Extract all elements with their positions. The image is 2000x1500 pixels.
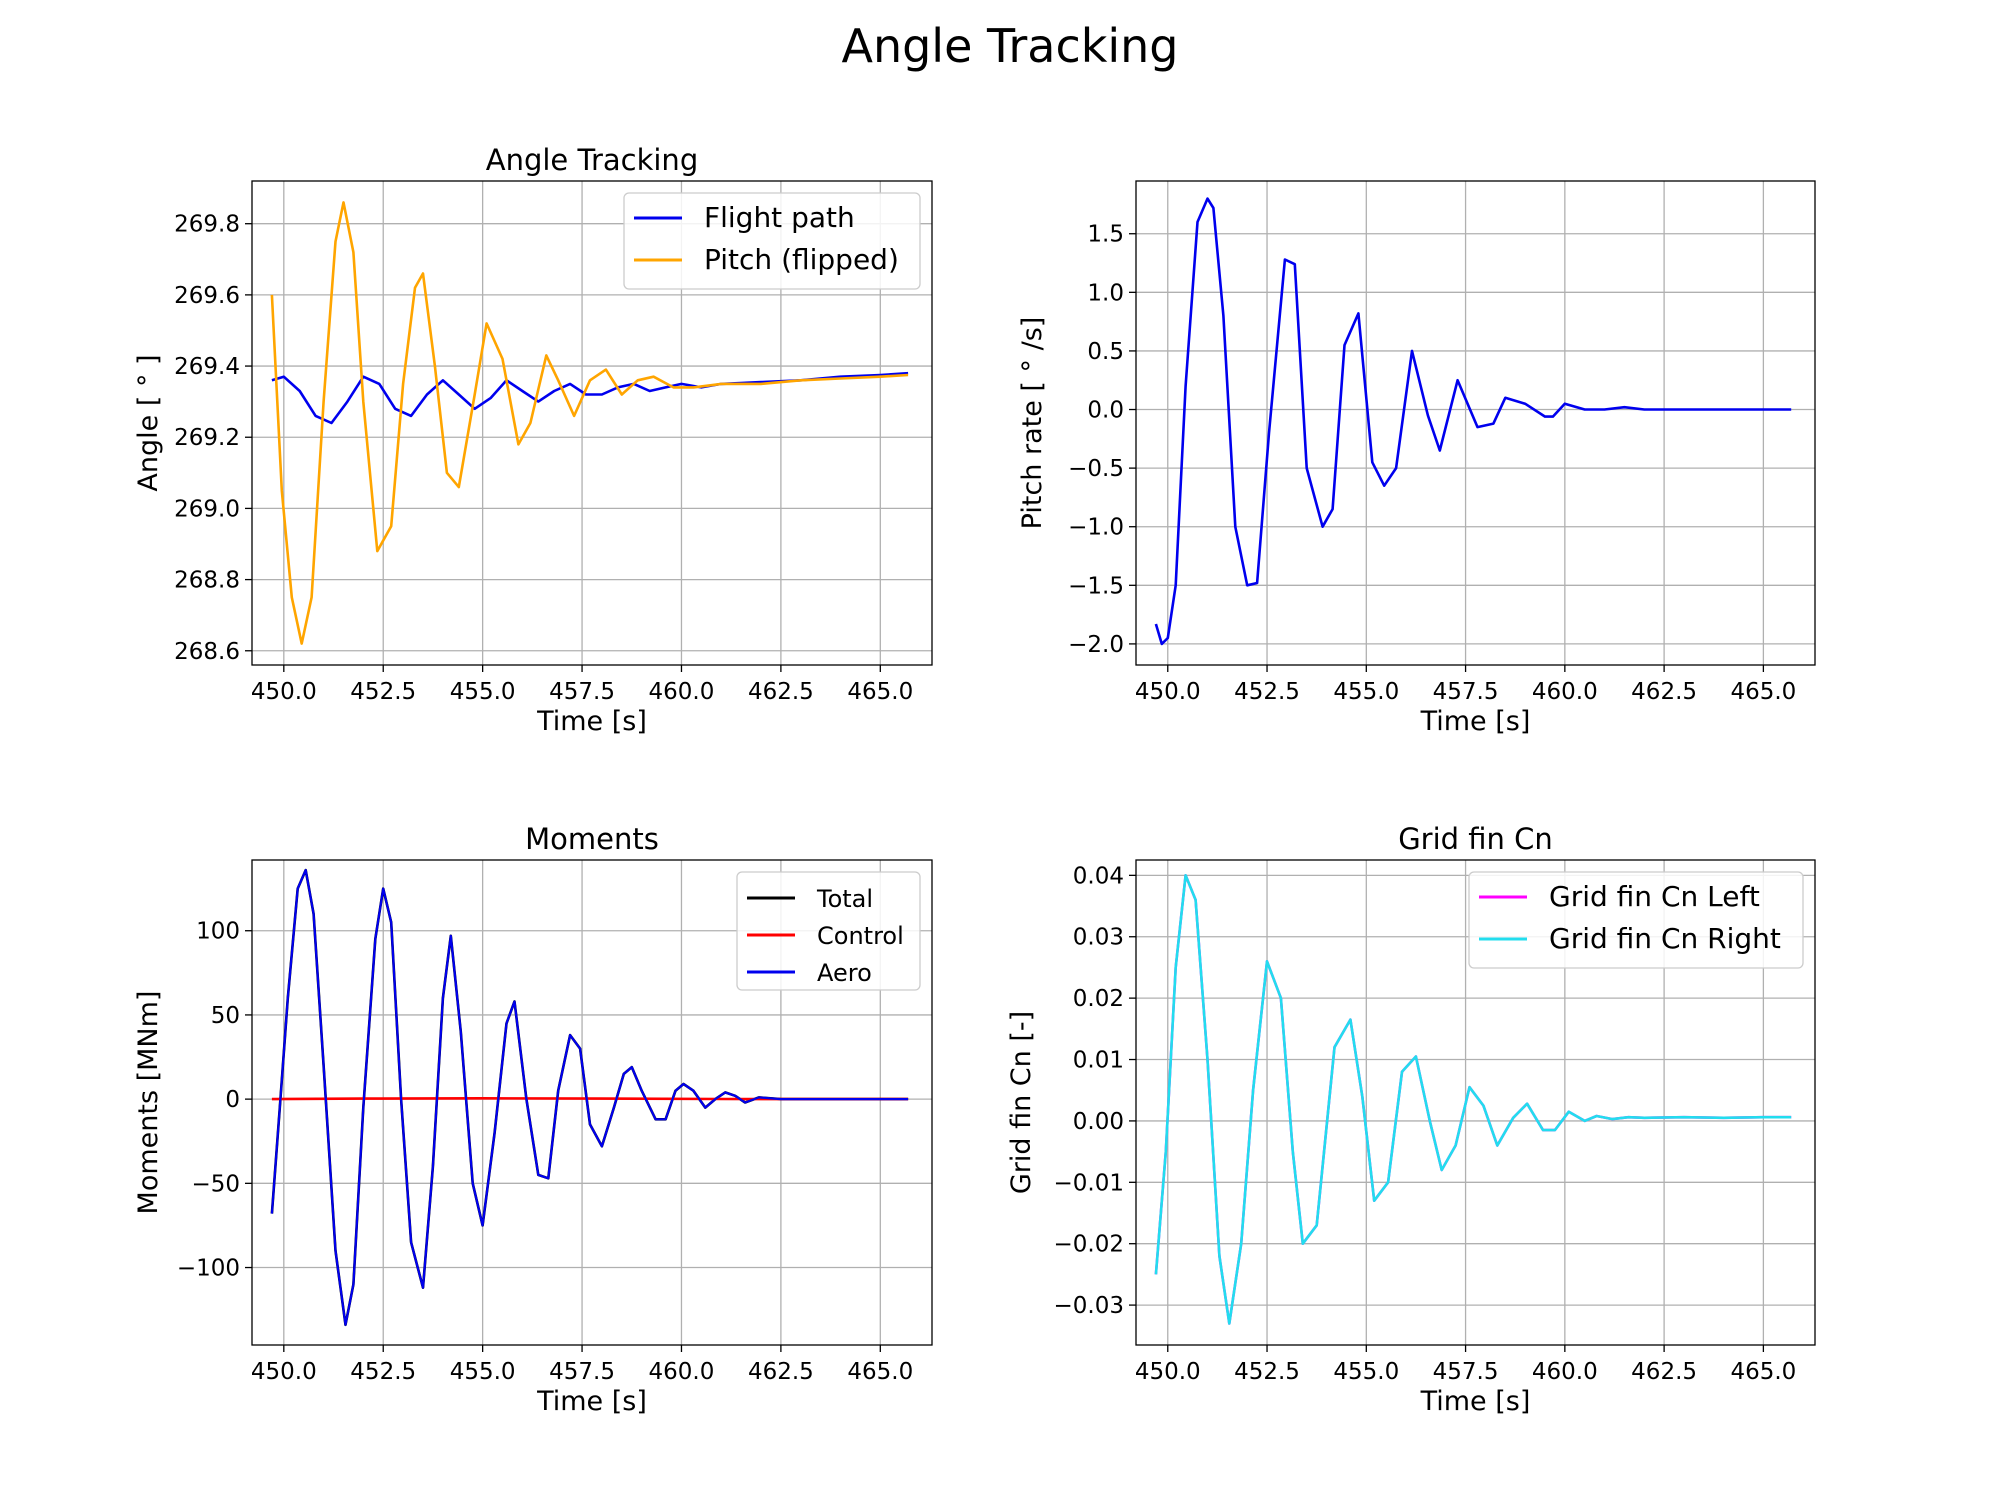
y-axis-label: Pitch rate [ ° /s] [1017,317,1048,530]
y-tick-label: 100 [196,919,240,945]
subplot-title: Grid fin Cn [1398,822,1553,856]
x-axis-label: Time [s] [536,706,647,737]
y-tick-label: −2.0 [1068,632,1124,658]
axes-frame [1135,180,1816,666]
legend-label: Pitch (flipped) [704,243,899,276]
x-tick-label: 462.5 [1631,1359,1697,1385]
y-tick-label: 0.01 [1073,1048,1124,1074]
y-tick-label: 0.03 [1073,925,1124,951]
x-tick-label: 452.5 [1234,1359,1300,1385]
axes-frame [1135,859,1816,1346]
x-tick-label: 457.5 [1433,679,1499,705]
x-tick-label: 462.5 [748,679,814,705]
y-tick-label: −100 [177,1256,240,1282]
x-tick-label: 460.0 [649,679,715,705]
series-line-pitch-rate [1154,197,1792,646]
legend-label: Grid fin Cn Right [1549,922,1781,955]
legend-label: Total [816,885,873,913]
x-tick-label: 455.0 [1333,1359,1399,1385]
x-tick-label: 460.0 [1532,679,1598,705]
y-tick-label: 0.02 [1073,986,1124,1012]
x-tick-label: 465.0 [1730,1359,1796,1385]
x-tick-label: 457.5 [549,1359,615,1385]
subplot-2: 450.0 452.5 455.0 457.5 460.0 462.5 465.0 −2.0 −… [1017,180,1816,737]
y-tick-label: 268.6 [174,639,240,665]
y-tick-label: 50 [211,1003,240,1029]
y-tick-label: 269.8 [174,212,240,238]
y-tick-label: 269.0 [174,496,240,522]
series-line-aero [270,868,909,1326]
x-axis-label: Time [s] [1420,706,1531,737]
y-tick-label: 0.00 [1073,1109,1124,1135]
legend-label: Grid fin Cn Left [1549,880,1760,913]
x-tick-label: 462.5 [1631,679,1697,705]
y-tick-label: −0.5 [1068,456,1124,482]
x-axis-label: Time [s] [1420,1386,1531,1417]
y-tick-label: 0 [225,1087,240,1113]
x-tick-label: 450.0 [1135,1359,1201,1385]
x-tick-label: 450.0 [251,679,317,705]
x-tick-label: 457.5 [1433,1359,1499,1385]
y-tick-label: 269.6 [174,283,240,309]
y-tick-label: −0.02 [1054,1232,1124,1258]
subplot-title: Moments [525,822,659,856]
x-tick-label: 450.0 [251,1359,317,1385]
subplot-3: 450.0 452.5 455.0 457.5 460.0 462.5 465.0 −100 −… [133,822,933,1417]
subplot-title: Angle Tracking [486,143,698,177]
legend-label: Control [817,922,904,950]
y-tick-label: −1.5 [1068,573,1124,599]
x-tick-label: 465.0 [847,679,913,705]
series-line-pitch-flipped- [270,201,909,645]
axes-frame [251,859,933,1346]
y-axis-label: Moments [MNm] [133,991,164,1215]
subplot-1: 450.0 452.5 455.0 457.5 460.0 462.5 465.0 268.6… [133,143,933,737]
y-axis-label: Grid fin Cn [-] [1006,1011,1037,1194]
series-line-grid-fin-cn-right [1154,873,1792,1325]
legend-label: Flight path [704,201,855,234]
y-tick-label: 0.5 [1087,339,1124,365]
y-tick-label: 268.8 [174,568,240,594]
y-tick-label: 1.0 [1087,280,1124,306]
y-tick-label: 1.5 [1087,222,1124,248]
y-axis-label: Angle [ ° ] [133,354,164,491]
x-tick-label: 455.0 [450,679,516,705]
x-tick-label: 452.5 [350,679,416,705]
legend-label: Aero [817,959,872,987]
y-tick-label: 0.0 [1087,398,1124,424]
y-tick-label: 269.4 [174,354,240,380]
x-tick-label: 455.0 [1333,679,1399,705]
x-tick-label: 455.0 [450,1359,516,1385]
x-tick-label: 465.0 [1730,679,1796,705]
y-tick-label: 0.04 [1073,863,1124,889]
figure-title: Angle Tracking [841,19,1178,73]
x-tick-label: 452.5 [1234,679,1300,705]
legend: Flight path Pitch (flipped) [623,192,921,290]
y-tick-label: −50 [191,1171,240,1197]
x-tick-label: 462.5 [748,1359,814,1385]
x-axis-label: Time [s] [536,1386,647,1417]
y-tick-label: −0.01 [1054,1170,1124,1196]
y-tick-label: −0.03 [1054,1293,1124,1319]
x-tick-label: 457.5 [549,679,615,705]
y-tick-label: −1.0 [1068,515,1124,541]
legend: Total Control Aero [736,871,921,991]
x-tick-label: 460.0 [1532,1359,1598,1385]
subplot-4: 450.0 452.5 455.0 457.5 460.0 462.5 465.0 −0.03… [1006,822,1816,1417]
x-tick-label: 465.0 [847,1359,913,1385]
y-tick-label: 269.2 [174,425,240,451]
axes-frame [251,180,933,666]
x-tick-label: 452.5 [350,1359,416,1385]
x-tick-label: 460.0 [649,1359,715,1385]
x-tick-label: 450.0 [1135,679,1201,705]
legend: Grid fin Cn Left Grid fin Cn Right [1468,871,1804,969]
